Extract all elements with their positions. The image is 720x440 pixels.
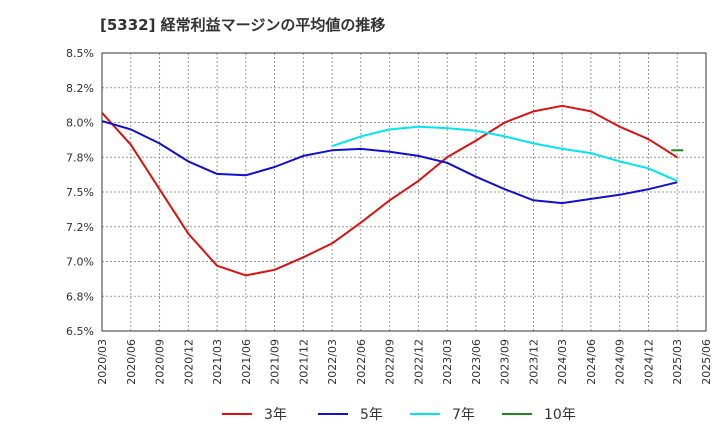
x-tick-label: 2023/12 bbox=[527, 339, 540, 385]
y-tick-label: 8.0% bbox=[66, 117, 94, 130]
x-tick-label: 2023/03 bbox=[441, 339, 454, 385]
x-tick-label: 2020/03 bbox=[96, 339, 109, 385]
plot-border bbox=[101, 52, 707, 332]
x-tick-label: 2021/03 bbox=[211, 339, 224, 385]
x-tick-label: 2024/03 bbox=[556, 339, 569, 385]
series-line-0 bbox=[101, 104, 678, 277]
x-tick-label: 2023/06 bbox=[470, 339, 483, 385]
legend: 3年 5年 7年 10年 bbox=[222, 407, 576, 423]
x-tick-label: 2022/12 bbox=[412, 339, 425, 385]
x-tick-label: 2024/12 bbox=[642, 339, 655, 385]
x-tick-label: 2020/12 bbox=[182, 339, 195, 385]
series-lines bbox=[101, 104, 684, 277]
y-tick-label: 8.2% bbox=[66, 82, 94, 95]
y-tick-label: 7.8% bbox=[66, 151, 94, 164]
x-tick-label: 2020/09 bbox=[154, 339, 167, 385]
series-line-2 bbox=[331, 125, 678, 182]
series-line-1 bbox=[101, 120, 678, 205]
x-tick-label: 2022/03 bbox=[326, 339, 339, 385]
x-tick-label: 2022/06 bbox=[355, 339, 368, 385]
y-tick-label: 7.5% bbox=[66, 186, 94, 199]
y-tick-label: 7.0% bbox=[66, 256, 94, 269]
x-tick-label: 2025/03 bbox=[671, 339, 684, 385]
x-tick-label: 2021/09 bbox=[269, 339, 282, 385]
grid-lines bbox=[102, 53, 706, 331]
x-tick-label: 2023/09 bbox=[499, 339, 512, 385]
y-tick-label: 8.5% bbox=[66, 47, 94, 60]
chart-title: [5332] 経常利益マージンの平均値の推移 bbox=[100, 16, 386, 34]
y-tick-label: 7.2% bbox=[66, 221, 94, 234]
x-tick-label: 2020/06 bbox=[125, 339, 138, 385]
x-tick-label: 2025/06 bbox=[700, 339, 713, 385]
y-tick-label: 6.8% bbox=[66, 290, 94, 303]
legend-label-0: 3年 bbox=[264, 407, 287, 423]
x-tick-label: 2021/12 bbox=[297, 339, 310, 385]
legend-label-3: 10年 bbox=[544, 407, 576, 423]
x-tick-label: 2024/06 bbox=[585, 339, 598, 385]
y-tick-label: 6.5% bbox=[66, 325, 94, 338]
legend-label-2: 7年 bbox=[452, 407, 475, 423]
legend-label-1: 5年 bbox=[360, 407, 383, 423]
y-axis-ticks: 6.5% 6.8% 7.0% 7.2% 7.5% 7.8% 8.0% 8.2% 8.5% bbox=[66, 47, 94, 338]
x-tick-label: 2024/09 bbox=[614, 339, 627, 385]
x-tick-label: 2022/09 bbox=[384, 339, 397, 385]
x-tick-label: 2021/06 bbox=[240, 339, 253, 385]
x-axis-ticks: 2020/03 2020/06 2020/09 2020/12 2021/03 2021/… bbox=[96, 339, 713, 385]
